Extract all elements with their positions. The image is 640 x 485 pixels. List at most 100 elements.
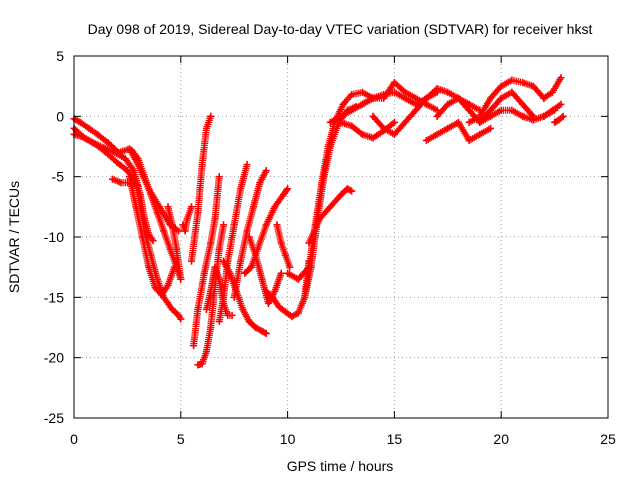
data-point bbox=[508, 88, 516, 96]
data-point bbox=[279, 191, 287, 199]
data-point bbox=[245, 317, 253, 325]
data-point bbox=[164, 203, 172, 211]
data-point bbox=[126, 173, 134, 181]
data-point bbox=[337, 191, 345, 199]
data-point bbox=[243, 161, 251, 169]
data-point bbox=[175, 311, 183, 319]
data-point bbox=[140, 173, 148, 181]
data-point bbox=[487, 112, 495, 120]
data-point bbox=[79, 133, 87, 141]
data-point bbox=[529, 82, 537, 90]
data-point bbox=[207, 239, 215, 247]
data-point bbox=[230, 221, 238, 229]
data-point bbox=[115, 149, 123, 157]
data-point bbox=[476, 118, 484, 126]
data-point bbox=[249, 203, 257, 211]
data-point bbox=[164, 281, 172, 289]
data-point bbox=[194, 361, 202, 369]
data-point bbox=[256, 179, 264, 187]
data-point bbox=[140, 215, 148, 223]
data-point bbox=[281, 251, 289, 259]
data-point bbox=[187, 203, 195, 211]
data-point bbox=[433, 88, 441, 96]
data-point bbox=[215, 173, 223, 181]
data-point bbox=[76, 118, 84, 126]
y-tick-label: -25 bbox=[44, 410, 64, 426]
y-tick-label: -20 bbox=[44, 350, 64, 366]
data-point bbox=[559, 112, 567, 120]
data-point bbox=[271, 287, 279, 295]
data-point bbox=[160, 227, 168, 235]
data-point bbox=[348, 187, 356, 195]
data-point bbox=[220, 257, 228, 265]
data-point bbox=[211, 215, 219, 223]
x-tick-label: 20 bbox=[493, 431, 509, 447]
data-point bbox=[247, 263, 255, 271]
data-point bbox=[228, 311, 236, 319]
data-point bbox=[168, 305, 176, 313]
data-point bbox=[497, 94, 505, 102]
data-point bbox=[237, 185, 245, 193]
data-point bbox=[262, 167, 270, 175]
data-point bbox=[177, 315, 185, 323]
data-point bbox=[134, 155, 142, 163]
data-point bbox=[557, 74, 565, 82]
data-point bbox=[465, 136, 473, 144]
data-point bbox=[215, 317, 223, 325]
data-point bbox=[181, 227, 189, 235]
data-point bbox=[380, 91, 388, 99]
series-track-22 bbox=[305, 185, 356, 247]
data-point bbox=[316, 215, 324, 223]
data-point bbox=[465, 106, 473, 114]
data-point bbox=[284, 185, 292, 193]
data-point bbox=[286, 263, 294, 271]
data-point bbox=[220, 221, 228, 229]
data-point bbox=[262, 330, 270, 338]
data-point bbox=[200, 269, 208, 277]
data-point bbox=[123, 167, 131, 175]
data-point bbox=[202, 305, 210, 313]
data-point bbox=[136, 191, 144, 199]
series-track-33 bbox=[551, 112, 567, 126]
x-tick-label: 10 bbox=[280, 431, 296, 447]
data-point bbox=[145, 263, 153, 271]
data-point bbox=[380, 127, 388, 135]
data-point bbox=[128, 146, 136, 154]
data-point bbox=[252, 324, 260, 331]
data-point bbox=[89, 139, 97, 147]
data-point bbox=[207, 112, 215, 120]
data-point bbox=[307, 263, 315, 271]
data-point bbox=[215, 245, 223, 253]
data-point bbox=[519, 79, 527, 87]
series-track-8 bbox=[179, 203, 195, 235]
data-point bbox=[358, 88, 366, 96]
y-axis-label: SDTVAR / TECUs bbox=[6, 181, 22, 293]
chart-title: Day 098 of 2019, Sidereal Day-to-day VTE… bbox=[88, 21, 593, 37]
data-point bbox=[108, 175, 116, 183]
data-point bbox=[412, 106, 420, 114]
data-point bbox=[264, 299, 272, 307]
y-tick-label: -5 bbox=[52, 169, 65, 185]
data-point bbox=[132, 203, 140, 211]
series-track-27 bbox=[422, 118, 495, 144]
data-point bbox=[294, 309, 302, 317]
data-point bbox=[337, 112, 345, 120]
data-point bbox=[138, 233, 146, 241]
data-point bbox=[183, 215, 191, 223]
data-point bbox=[326, 118, 334, 126]
data-point bbox=[540, 94, 548, 102]
data-point bbox=[284, 269, 292, 277]
data-point bbox=[173, 245, 181, 253]
data-point bbox=[390, 79, 398, 87]
x-tick-label: 15 bbox=[387, 431, 403, 447]
data-point bbox=[232, 287, 240, 295]
y-tick-label: 0 bbox=[56, 108, 64, 124]
x-tick-label: 5 bbox=[177, 431, 185, 447]
data-point bbox=[121, 155, 129, 163]
data-point bbox=[243, 227, 251, 235]
data-point bbox=[211, 263, 219, 271]
y-tick-label: -10 bbox=[44, 229, 64, 245]
data-point bbox=[301, 293, 309, 301]
data-point bbox=[258, 275, 266, 283]
